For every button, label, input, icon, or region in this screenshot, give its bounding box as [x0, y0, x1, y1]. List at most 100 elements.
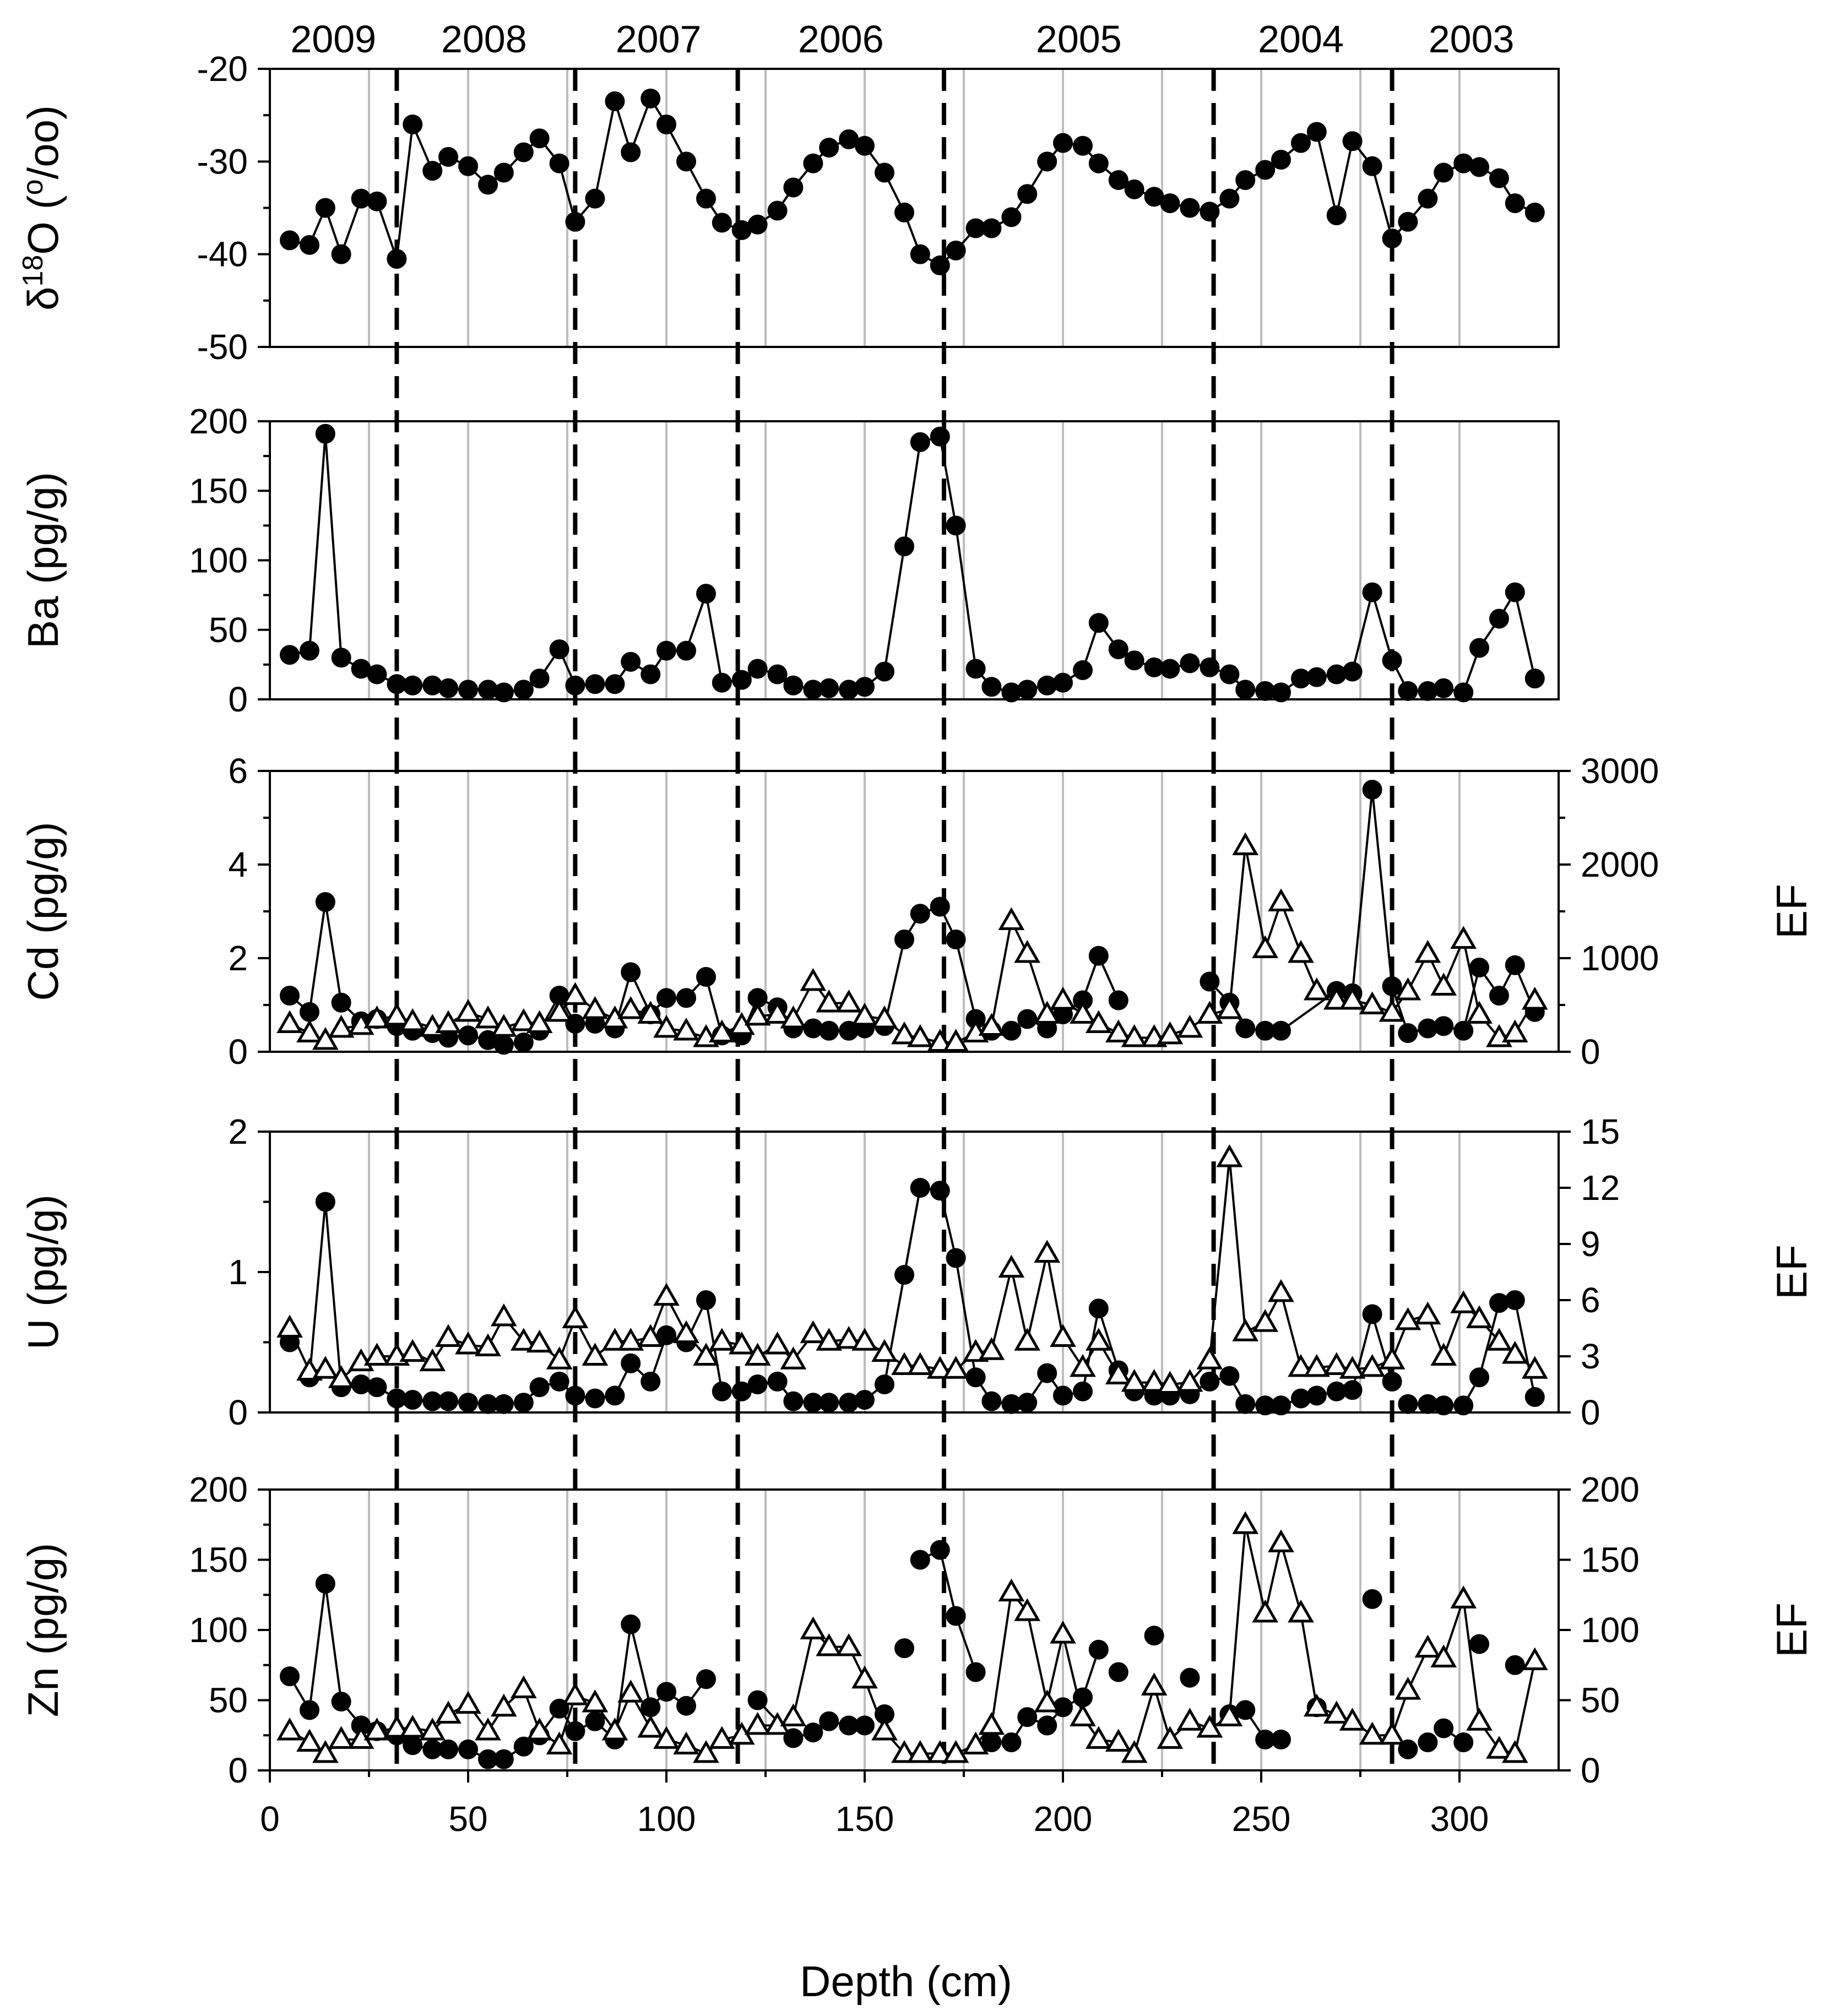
data-point-triangle	[693, 1740, 719, 1763]
data-point-triangle	[363, 1718, 390, 1741]
data-point-circle	[1382, 976, 1402, 996]
series-line-segment	[1228, 1524, 1247, 1718]
data-point-triangle	[1268, 1279, 1294, 1302]
y-tick-label: 0	[228, 1393, 248, 1432]
data-point-triangle	[296, 1019, 323, 1042]
data-point-triangle	[455, 1691, 481, 1714]
data-point-circle	[910, 1550, 930, 1570]
data-point-circle	[605, 1385, 625, 1406]
data-point-circle	[1524, 669, 1545, 689]
data-point-circle	[438, 146, 458, 167]
data-point-circle	[712, 672, 732, 693]
data-point-triangle	[1450, 1290, 1477, 1313]
data-point-circle	[1342, 1380, 1363, 1400]
data-point-triangle	[1323, 1352, 1350, 1375]
data-point-triangle	[1034, 1689, 1061, 1713]
data-point-circle	[1108, 1662, 1128, 1682]
series-line-segment	[1280, 1542, 1302, 1613]
data-point-triangle	[1288, 1599, 1314, 1623]
right-y-tick-label: 15	[1581, 1112, 1620, 1151]
right-axis-label: EF	[1767, 1602, 1816, 1658]
series-line-segment	[630, 1624, 652, 1708]
series-line-segment	[1335, 140, 1354, 216]
data-point-triangle	[926, 1029, 953, 1052]
data-point-triangle	[546, 1346, 573, 1370]
data-point-triangle	[1050, 1324, 1076, 1347]
data-point-triangle	[1014, 1598, 1041, 1621]
data-point-circle	[1160, 659, 1180, 679]
label-text: /oo)	[19, 105, 67, 179]
data-point-triangle	[1176, 1014, 1203, 1038]
right-y-tick-label: 150	[1581, 1540, 1640, 1580]
data-point-triangle	[435, 1324, 462, 1347]
series-line-segment	[1208, 1158, 1231, 1360]
data-point-circle	[1219, 188, 1240, 209]
right-y-tick-label: 0	[1581, 1032, 1600, 1072]
data-point-circle	[803, 1722, 823, 1743]
series-line-segment	[308, 901, 327, 1013]
series-line-segment	[376, 201, 398, 259]
data-point-triangle	[490, 1303, 517, 1327]
data-point-circle	[1362, 582, 1382, 602]
series-line-segment	[938, 436, 957, 526]
data-point-circle	[1001, 207, 1022, 227]
y-tick-label: -30	[197, 142, 248, 181]
data-point-triangle	[926, 1356, 953, 1379]
panel-zn	[258, 1488, 1571, 1772]
data-point-triangle	[419, 1348, 446, 1372]
y-tick-label: 0	[228, 680, 248, 719]
data-point-triangle	[475, 1005, 501, 1029]
data-point-circle	[585, 674, 605, 694]
data-point-circle	[894, 1265, 914, 1285]
panel-cd	[258, 770, 1571, 1053]
data-point-triangle	[562, 1682, 589, 1705]
data-point-circle	[875, 162, 894, 183]
data-point-triangle	[617, 1680, 644, 1703]
data-point-circle	[946, 930, 966, 949]
data-point-circle	[585, 1711, 605, 1731]
data-point-circle	[1469, 958, 1489, 977]
y-tick-label: 50	[209, 1681, 248, 1720]
panel-u	[258, 1131, 1571, 1414]
data-point-circle	[367, 664, 387, 684]
data-point-circle	[1306, 1385, 1327, 1406]
right-y-tick-label: 0	[1581, 1751, 1600, 1790]
data-point-circle	[1362, 156, 1382, 176]
data-point-triangle	[800, 968, 827, 991]
data-point-circle	[1017, 1009, 1038, 1029]
right-y-tick-label: 0	[1581, 1393, 1600, 1432]
data-point-circle	[458, 1025, 478, 1046]
data-point-circle	[1088, 1639, 1109, 1660]
data-point-circle	[331, 648, 351, 668]
data-point-triangle	[978, 1337, 1005, 1360]
data-point-circle	[1398, 211, 1418, 232]
data-point-circle	[331, 992, 351, 1013]
data-point-circle	[315, 1573, 335, 1594]
data-point-circle	[513, 142, 534, 162]
data-point-circle	[1434, 1016, 1454, 1036]
y-tick-label: 2	[228, 1112, 248, 1151]
series-line-segment	[1244, 845, 1267, 949]
data-point-triangle	[1450, 926, 1477, 949]
x-tick-label: 300	[1430, 1799, 1489, 1839]
data-point-triangle	[276, 1718, 303, 1741]
data-point-triangle	[1430, 972, 1457, 996]
data-point-circle	[1037, 1715, 1057, 1736]
data-point-triangle	[653, 1726, 680, 1749]
data-point-triangle	[1486, 1736, 1512, 1759]
data-point-triangle	[1050, 1621, 1076, 1644]
data-point-circle	[1073, 1381, 1093, 1401]
series-line-segment	[954, 939, 977, 1019]
series-line-segment	[1010, 1268, 1029, 1342]
series-line-segment	[558, 163, 577, 222]
y-axis-label-u: U (pg/g)	[19, 1194, 67, 1350]
data-point-triangle	[1216, 1703, 1243, 1727]
data-point-circle	[1180, 1667, 1200, 1688]
data-point-circle	[585, 188, 605, 209]
data-point-triangle	[1085, 1010, 1112, 1033]
data-point-circle	[1088, 1298, 1109, 1319]
series-line-segment	[685, 593, 707, 651]
data-point-circle	[910, 244, 930, 264]
data-point-circle	[1088, 945, 1109, 966]
